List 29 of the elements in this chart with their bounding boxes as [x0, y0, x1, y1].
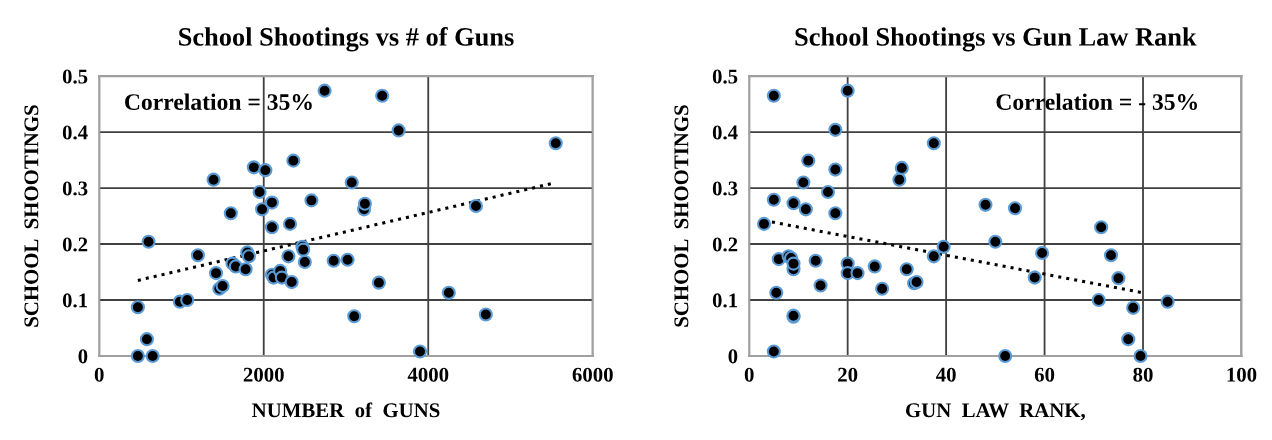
- y-tick-label: 0: [728, 349, 738, 364]
- chart-title: School Shootings vs # of Guns: [179, 26, 514, 52]
- y-tick-label: 0.4: [712, 125, 738, 140]
- x-tick-label: 2000: [243, 367, 284, 382]
- y-tick-label: 0.5: [62, 69, 88, 84]
- x-tick-label: 80: [1133, 367, 1153, 382]
- y-tick-label: 0.2: [712, 237, 738, 252]
- annotation: Correlation = 35%: [125, 93, 312, 111]
- x-tick-label: 20: [838, 367, 858, 382]
- x-axis-title: GUN LAW RANK,: [905, 403, 1085, 421]
- x-axis-title: NUMBER of GUNS: [252, 402, 440, 418]
- chart-title: School Shootings vs Gun Law Rank: [795, 27, 1197, 52]
- x-tick-label: 0: [94, 367, 104, 382]
- y-tick-label: 0.3: [712, 181, 738, 196]
- y-axis-title: SCHOOL SHOOTINGS: [674, 105, 689, 327]
- x-tick-label: 0: [744, 367, 754, 382]
- y-tick-label: 0.4: [62, 125, 88, 140]
- y-tick-label: 0: [78, 349, 88, 364]
- y-tick-label: 0.3: [62, 181, 88, 196]
- y-tick-label: 0.1: [62, 293, 88, 308]
- x-tick-label: 40: [935, 367, 956, 382]
- y-tick-label: 0.2: [62, 237, 88, 252]
- x-tick-label: 100: [1227, 367, 1257, 382]
- y-axis-title: SCHOOL SHOOTINGS: [24, 105, 39, 327]
- y-tick-label: 0.1: [712, 293, 738, 308]
- x-tick-label: 60: [1034, 367, 1055, 382]
- y-tick-label: 0.5: [712, 69, 738, 84]
- x-tick-label: 4000: [407, 367, 449, 382]
- x-tick-label: 6000: [572, 367, 613, 382]
